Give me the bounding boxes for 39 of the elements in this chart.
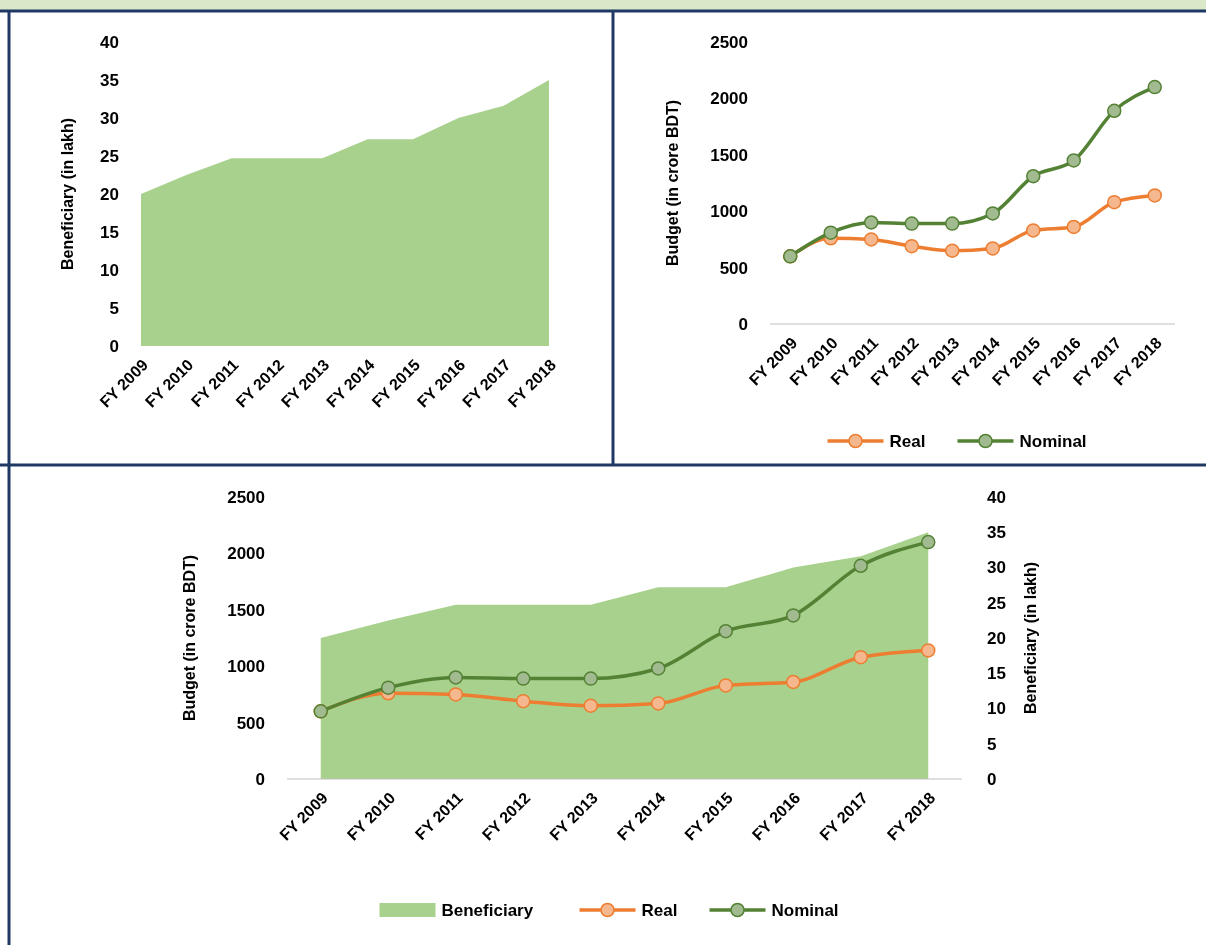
- y-tick-label: 2500: [227, 487, 265, 507]
- y-tick-label: 20: [100, 184, 119, 204]
- y-tick-label: 1500: [227, 600, 265, 620]
- y2-axis-title: Beneficiary (in lakh): [1022, 561, 1039, 715]
- y-tick-label: 1500: [710, 145, 748, 165]
- y2-tick-label: 30: [987, 558, 1006, 578]
- y2-tick-label: 5: [987, 734, 997, 754]
- legend-label: Beneficiary: [441, 900, 534, 920]
- y2-tick-label: 0: [987, 769, 997, 789]
- y-tick-label: 0: [255, 769, 265, 789]
- y2-tick-label: 15: [987, 664, 1006, 684]
- legend-label: Real: [889, 431, 926, 451]
- y-tick-label: 500: [719, 258, 748, 278]
- y-tick-label: 2500: [710, 32, 748, 52]
- y-axis-title: Beneficiary (in lakh): [59, 117, 76, 271]
- y2-tick-label: 20: [987, 628, 1006, 648]
- y-tick-label: 40: [100, 32, 119, 52]
- y-axis-title: Budget (in crore BDT): [664, 99, 681, 267]
- y-axis-title: Budget (in crore BDT): [181, 554, 198, 722]
- y-tick-label: 500: [236, 713, 265, 733]
- y-tick-label: 30: [100, 108, 119, 128]
- legend-label: Real: [641, 900, 678, 920]
- y-tick-label: 5: [109, 298, 119, 318]
- y-tick-label: 25: [100, 146, 119, 166]
- y2-tick-label: 10: [987, 699, 1006, 719]
- y2-tick-label: 35: [987, 523, 1006, 543]
- y-tick-label: 1000: [227, 657, 265, 677]
- y2-tick-label: 40: [987, 487, 1006, 507]
- y-tick-label: 2000: [710, 89, 748, 109]
- legend-label: Nominal: [771, 900, 839, 920]
- y-tick-label: 35: [100, 70, 119, 90]
- y-tick-label: 0: [109, 336, 119, 356]
- y2-tick-label: 25: [987, 593, 1006, 613]
- y-tick-label: 1000: [710, 202, 748, 222]
- y-tick-label: 2000: [227, 544, 265, 564]
- y-tick-label: 15: [100, 222, 119, 242]
- y-tick-label: 10: [100, 260, 119, 280]
- y-tick-label: 0: [738, 314, 748, 334]
- legend-label: Nominal: [1019, 431, 1087, 451]
